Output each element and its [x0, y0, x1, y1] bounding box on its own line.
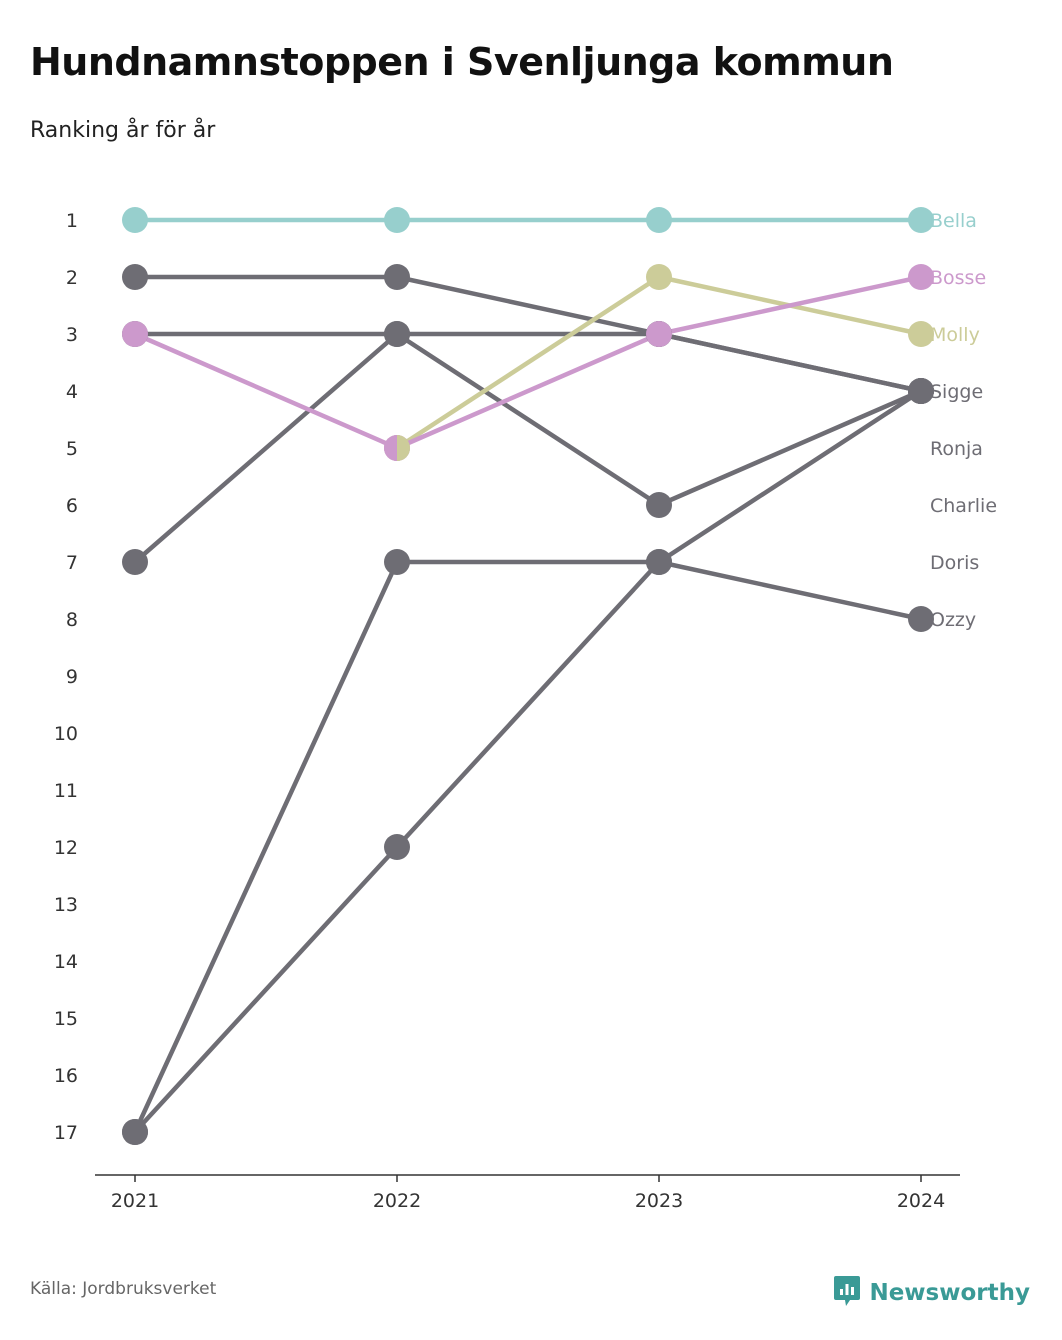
data-point-charlie — [646, 549, 672, 575]
y-tick-label: 16 — [54, 1065, 78, 1087]
series-label-ronja: Ronja — [930, 438, 983, 460]
y-tick-label: 8 — [66, 609, 78, 631]
y-tick-label: 13 — [54, 894, 78, 916]
newsworthy-logo-icon — [833, 1274, 861, 1312]
y-tick-label: 9 — [66, 666, 78, 688]
data-point-ozzy — [384, 549, 410, 575]
y-tick-label: 6 — [66, 495, 78, 517]
y-tick-label: 10 — [54, 723, 78, 745]
series-label-ozzy: Ozzy — [930, 609, 976, 631]
series-line-molly — [394, 274, 924, 451]
data-point-sigge — [122, 264, 148, 290]
series-label-doris: Doris — [930, 552, 979, 574]
data-point-molly-half — [397, 435, 410, 461]
series-label-charlie: Charlie — [930, 495, 997, 517]
y-tick-label: 7 — [66, 552, 78, 574]
data-point-ozzy — [908, 606, 934, 632]
series-line-ozzy — [132, 559, 924, 1135]
data-point-doris — [646, 492, 672, 518]
data-point-ronja — [384, 321, 410, 347]
data-point-sigge — [908, 378, 934, 404]
chart-subtitle: Ranking år för år — [30, 118, 216, 143]
y-tick-label: 2 — [66, 267, 78, 289]
x-tick-label: 2021 — [111, 1190, 159, 1212]
data-point-bosse-half — [384, 435, 397, 461]
data-point-doris — [122, 549, 148, 575]
source-note: Källa: Jordbruksverket — [30, 1279, 217, 1299]
series-line-bosse — [132, 274, 924, 451]
y-tick-label: 11 — [54, 780, 78, 802]
y-tick-label: 4 — [66, 381, 78, 403]
data-point-charlie — [384, 834, 410, 860]
data-point-charlie — [122, 1119, 148, 1145]
y-tick-label: 17 — [54, 1122, 78, 1144]
data-point-bella — [122, 207, 148, 233]
data-point-bosse — [908, 264, 934, 290]
series-label-molly: Molly — [930, 324, 980, 346]
y-tick-label: 3 — [66, 324, 78, 346]
data-point-bella — [646, 207, 672, 233]
data-point-sigge — [384, 264, 410, 290]
data-point-bosse — [646, 321, 672, 347]
series-line-charlie — [132, 388, 924, 1135]
data-point-bella — [908, 207, 934, 233]
series-line-sigge — [132, 274, 924, 394]
data-point-bosse — [122, 321, 148, 347]
brand-logo[interactable]: Newsworthy — [833, 1274, 1030, 1312]
y-tick-label: 12 — [54, 837, 78, 859]
series-label-bosse: Bosse — [930, 267, 986, 289]
brand-name: Newsworthy — [869, 1280, 1030, 1306]
data-point-bella — [384, 207, 410, 233]
y-tick-label: 1 — [66, 210, 78, 232]
series-label-bella: Bella — [930, 210, 977, 232]
series-label-sigge: Sigge — [930, 381, 983, 403]
chart-title: Hundnamnstoppen i Svenljunga kommun — [30, 40, 894, 84]
y-tick-label: 15 — [54, 1008, 78, 1030]
x-tick-label: 2022 — [373, 1190, 421, 1212]
data-point-molly — [646, 264, 672, 290]
data-point-molly — [908, 321, 934, 347]
y-tick-label: 14 — [54, 951, 78, 973]
series-line-doris — [132, 331, 924, 565]
x-tick-label: 2024 — [897, 1190, 945, 1212]
y-tick-label: 5 — [66, 438, 78, 460]
x-tick-label: 2023 — [635, 1190, 683, 1212]
